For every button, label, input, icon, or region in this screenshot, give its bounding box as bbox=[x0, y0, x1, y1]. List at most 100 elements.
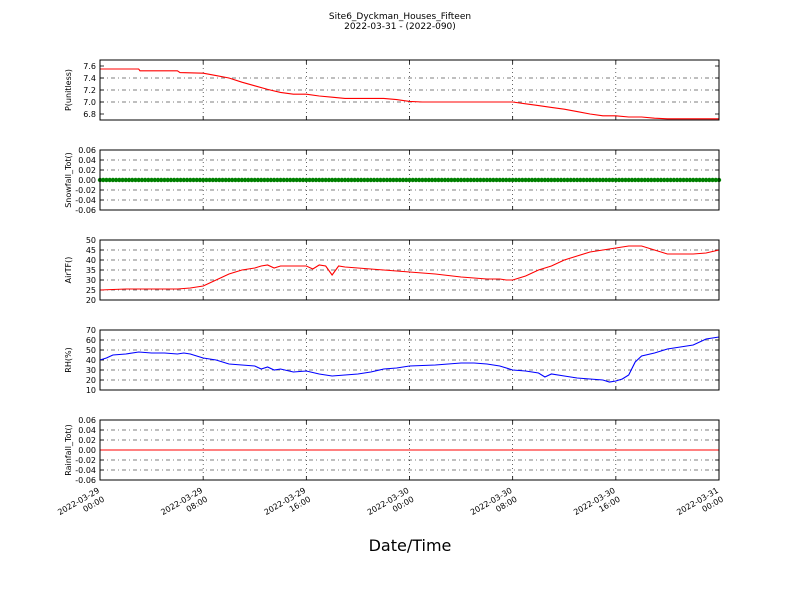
data-point bbox=[394, 177, 399, 183]
data-point bbox=[265, 177, 270, 183]
data-point bbox=[700, 177, 706, 183]
data-point bbox=[491, 177, 496, 183]
data-point bbox=[291, 177, 296, 183]
data-point bbox=[210, 177, 216, 183]
data-point bbox=[197, 177, 203, 183]
y-tick-label: 0.04 bbox=[78, 426, 96, 435]
data-point bbox=[171, 177, 177, 183]
y-tick-label: -0.02 bbox=[75, 456, 96, 465]
data-point bbox=[317, 177, 322, 183]
data-point bbox=[194, 177, 199, 183]
data-point bbox=[471, 177, 477, 183]
data-point bbox=[655, 177, 660, 183]
y-tick-label: 0.00 bbox=[78, 176, 96, 185]
panel-2: -0.06-0.04-0.020.000.020.040.06 Snowfall_… bbox=[64, 146, 722, 215]
data-point bbox=[613, 177, 619, 183]
data-point bbox=[207, 177, 212, 183]
y-tick-label: 30 bbox=[86, 276, 96, 285]
y-tick-label: -0.02 bbox=[75, 186, 96, 195]
data-point bbox=[181, 177, 187, 183]
data-point bbox=[600, 177, 606, 183]
y-tick-label: 60 bbox=[86, 336, 96, 345]
y-tick-label: 7.2 bbox=[83, 86, 96, 95]
data-point bbox=[236, 177, 241, 183]
data-point bbox=[233, 177, 238, 183]
data-point bbox=[407, 177, 412, 183]
data-point bbox=[223, 177, 228, 183]
data-point bbox=[149, 177, 154, 183]
data-point bbox=[159, 177, 164, 183]
data-point bbox=[184, 177, 190, 183]
data-point bbox=[120, 177, 125, 183]
series-line bbox=[99, 245, 720, 291]
data-point bbox=[371, 177, 377, 183]
data-point bbox=[255, 177, 261, 183]
y-tick-label: 0.06 bbox=[78, 146, 96, 155]
axes-frame bbox=[99, 419, 720, 481]
data-point bbox=[642, 177, 648, 183]
y-tick-label: -0.04 bbox=[75, 466, 96, 475]
data-point bbox=[391, 177, 396, 183]
y-tick-label: 10 bbox=[86, 386, 96, 395]
y-tick-label: 45 bbox=[86, 246, 96, 255]
data-point bbox=[307, 177, 312, 183]
y-tick-label: -0.06 bbox=[75, 206, 96, 215]
data-point bbox=[549, 177, 554, 183]
data-point bbox=[668, 177, 673, 183]
data-point bbox=[400, 177, 406, 183]
data-point bbox=[694, 177, 699, 183]
data-point bbox=[487, 177, 493, 183]
data-point bbox=[165, 177, 170, 183]
y-tick-label: -0.06 bbox=[75, 476, 96, 485]
y-tick-label: 0.04 bbox=[78, 156, 96, 165]
data-point bbox=[101, 177, 106, 183]
data-point bbox=[342, 177, 348, 183]
data-point bbox=[288, 177, 293, 183]
y-tick-label: 6.8 bbox=[83, 110, 96, 119]
data-point bbox=[271, 177, 277, 183]
data-point bbox=[571, 177, 577, 183]
data-point bbox=[684, 177, 689, 183]
data-point bbox=[681, 177, 686, 183]
data-point bbox=[426, 177, 432, 183]
y-tick-label: 0.02 bbox=[78, 166, 96, 175]
y-tick-label: 50 bbox=[86, 236, 96, 245]
y-tick-label: 7.6 bbox=[83, 62, 96, 71]
data-point bbox=[175, 177, 180, 183]
data-point bbox=[574, 177, 580, 183]
axes-frame bbox=[99, 149, 720, 211]
series-line bbox=[100, 68, 719, 120]
data-point bbox=[497, 177, 502, 183]
data-point bbox=[494, 177, 499, 183]
data-point bbox=[665, 177, 670, 183]
y-tick-label: 70 bbox=[86, 326, 96, 335]
data-point bbox=[168, 177, 174, 183]
y-tick-label: 35 bbox=[86, 266, 96, 275]
data-point bbox=[562, 177, 567, 183]
data-point bbox=[107, 177, 112, 183]
axes-frame bbox=[99, 59, 720, 121]
data-point bbox=[110, 177, 116, 183]
data-point bbox=[188, 177, 193, 183]
panel-1: 6.8 7.0 7.2 7.4 7.6 P(unitless) bbox=[64, 59, 720, 121]
data-point bbox=[678, 177, 683, 183]
data-point bbox=[284, 177, 290, 183]
data-point bbox=[162, 177, 167, 183]
data-point bbox=[352, 177, 357, 183]
y-tick-label: 20 bbox=[86, 296, 96, 305]
data-point bbox=[346, 177, 351, 183]
data-point bbox=[584, 177, 590, 183]
data-point bbox=[594, 177, 599, 183]
data-point bbox=[220, 177, 225, 183]
data-point bbox=[484, 177, 490, 183]
data-point bbox=[449, 177, 454, 183]
data-point bbox=[507, 177, 512, 183]
data-point bbox=[358, 177, 364, 183]
data-point bbox=[404, 177, 409, 183]
data-point bbox=[626, 177, 631, 183]
data-point bbox=[104, 177, 109, 183]
y-axis-label: P(unitless) bbox=[64, 69, 73, 111]
data-point bbox=[362, 177, 367, 183]
